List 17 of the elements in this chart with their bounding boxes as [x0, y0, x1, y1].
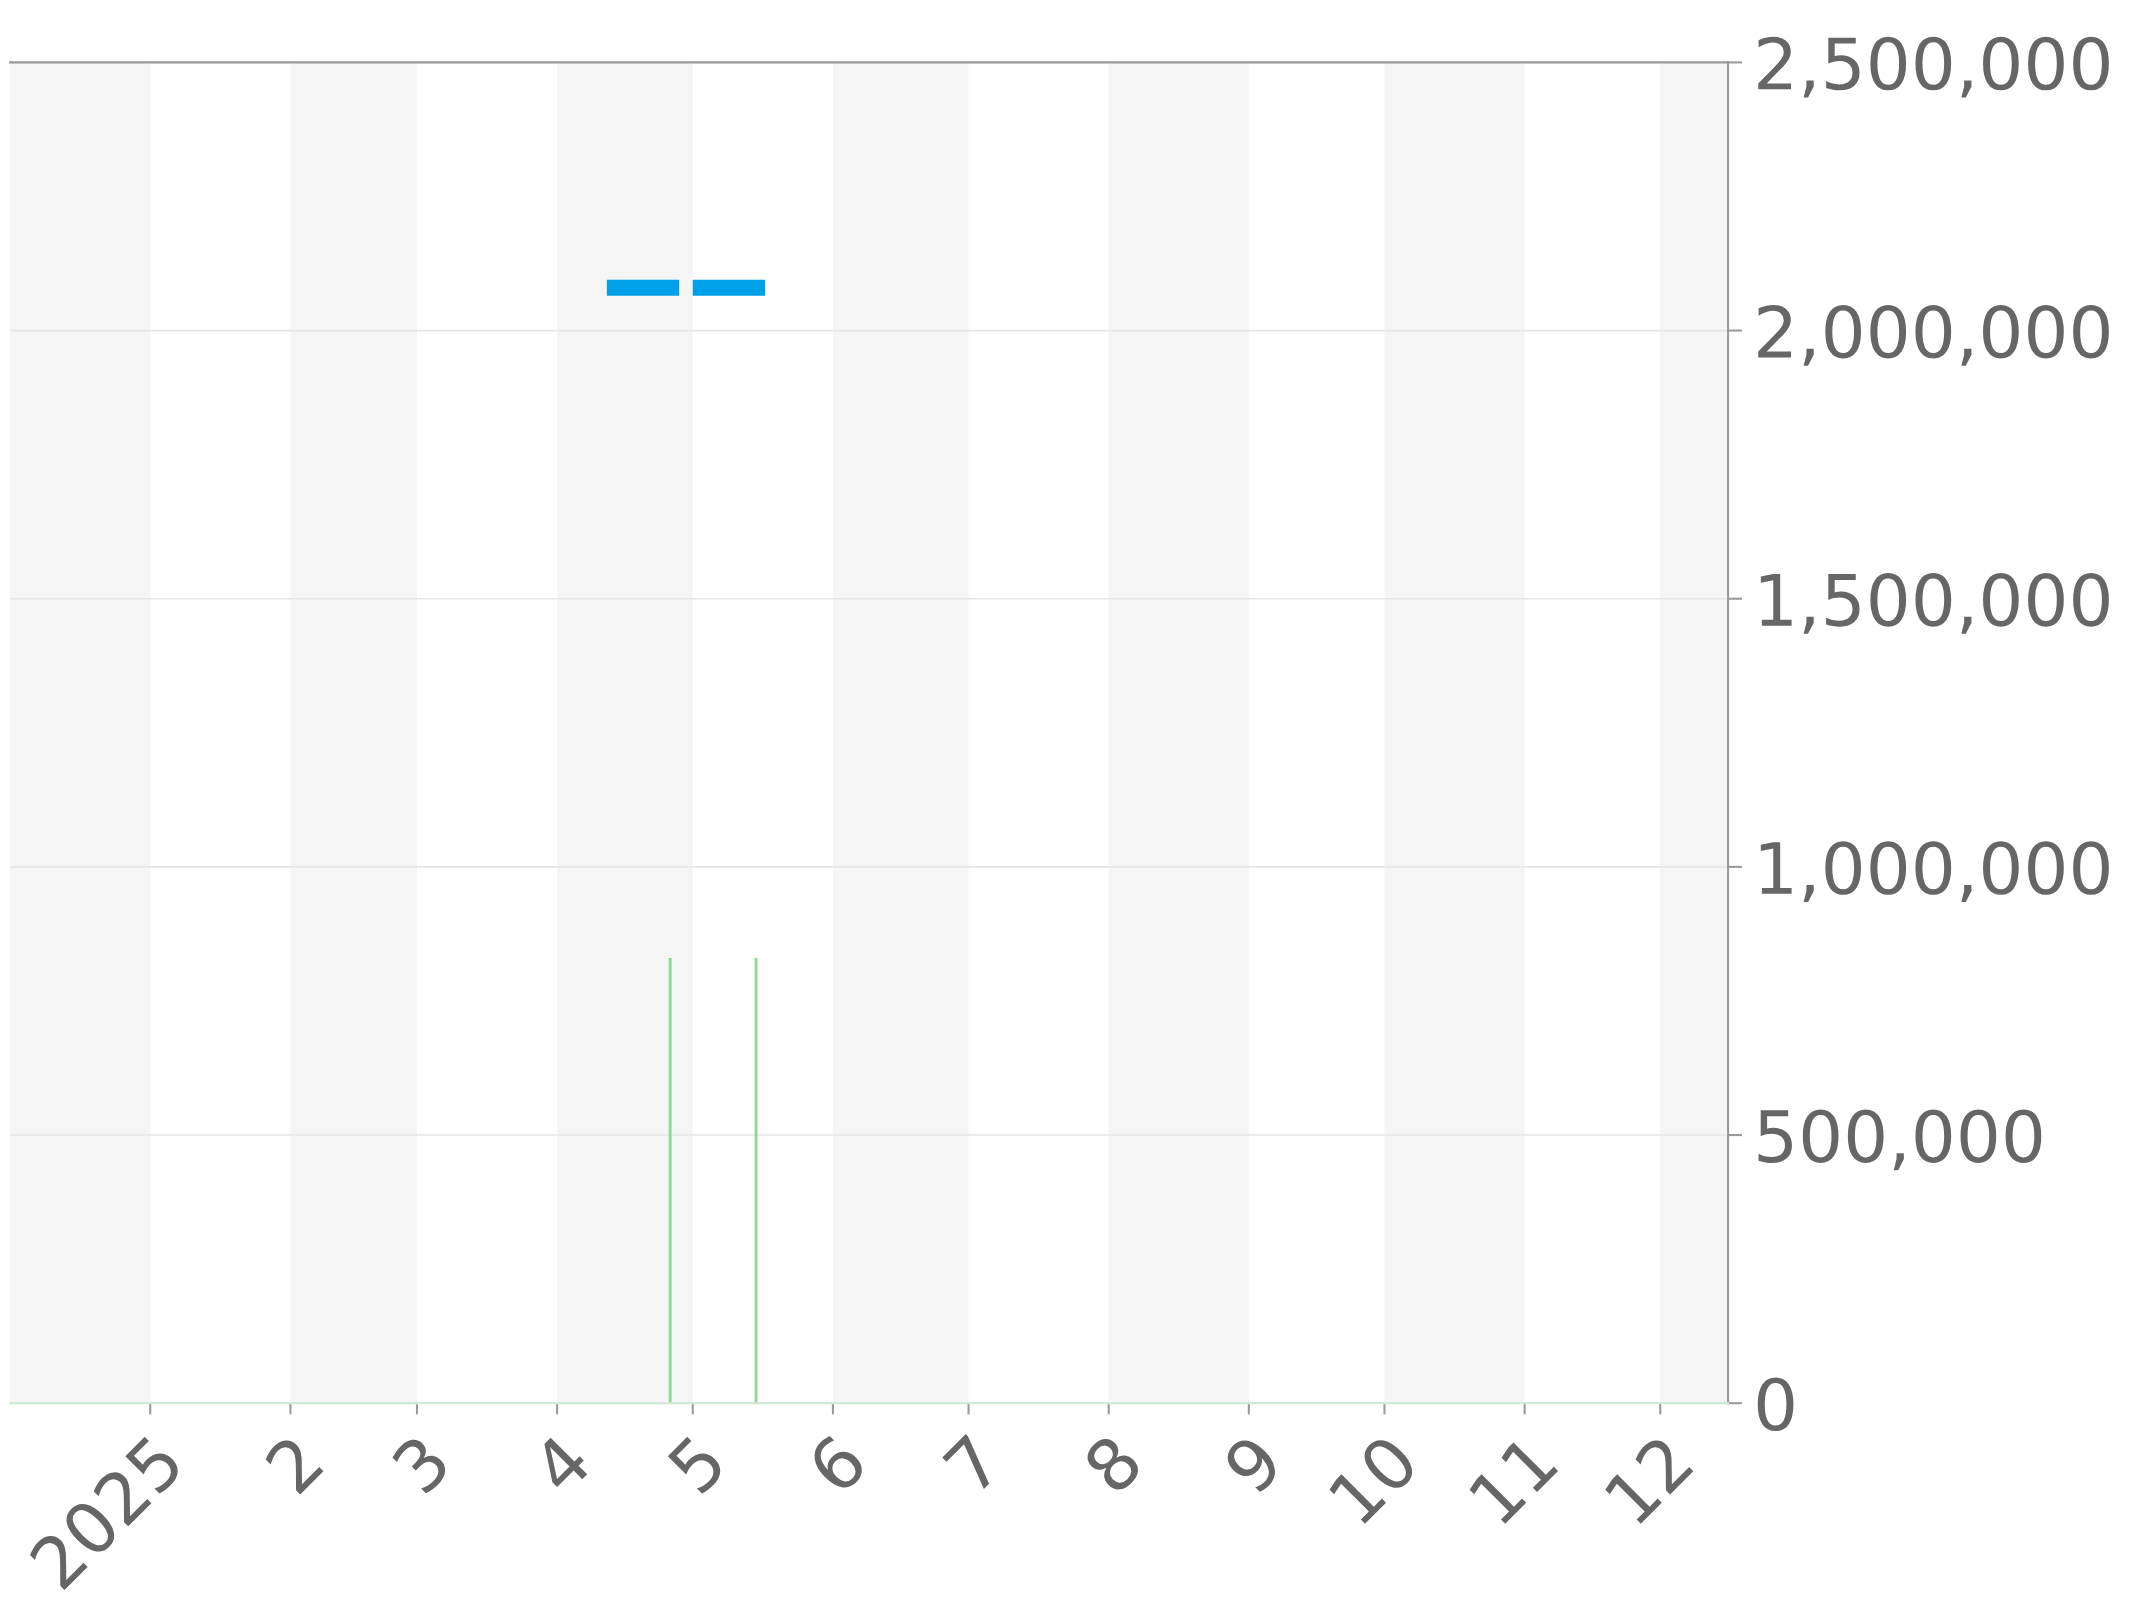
x-tick-label: 10 — [1327, 1432, 1420, 1526]
x-tick-label: 2 — [263, 1434, 324, 1495]
y-tick-label: 1,500,000 — [1760, 573, 2109, 634]
y-tick-label: 1,000,000 — [1760, 841, 2109, 903]
x-tick-label: 7 — [942, 1434, 1003, 1495]
y-tick-label: 0 — [1757, 1377, 1794, 1432]
x-tick-label: 12 — [1602, 1434, 1694, 1525]
x-tick-label: 11 — [1467, 1434, 1559, 1525]
x-tick-label: 9 — [1221, 1432, 1285, 1496]
x-tick-label: 4 — [529, 1432, 593, 1496]
x-tick-label: 6 — [805, 1432, 869, 1496]
x-tick-label: 5 — [666, 1434, 728, 1495]
y-tick-label: 2,500,000 — [1758, 36, 2109, 98]
y-tick-label: 2,000,000 — [1758, 304, 2109, 366]
x-tick-label: 3 — [389, 1433, 452, 1496]
x-tick-label: 8 — [1081, 1432, 1145, 1496]
y-tick-label: 500,000 — [1758, 1109, 2042, 1171]
